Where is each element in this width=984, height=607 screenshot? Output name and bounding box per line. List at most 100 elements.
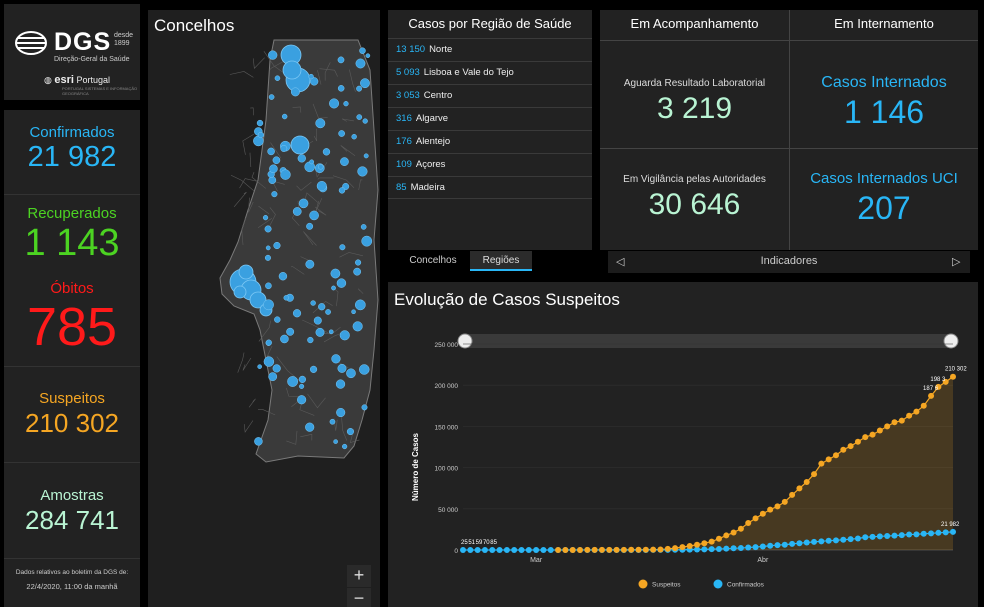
case-bubble [298,375,306,383]
case-bubble [286,327,295,336]
esri-subtitle: PORTUGAL SISTEMAS E INFORMAÇÃO GEOGRÁFIC… [62,86,138,96]
data-label: 187 6 [923,386,939,392]
chevron-right-icon[interactable]: ▷ [952,256,961,268]
case-bubble [238,264,254,280]
stat-confirmados: Confirmados 21 982 [4,124,140,174]
case-bubble [355,58,366,69]
header-acompanhamento: Em Acompanhamento [630,16,759,31]
confirmados-point [906,531,913,538]
y-tick-label: 100 000 [435,466,459,473]
internados-label: Casos Internados [821,74,947,91]
divider [789,10,790,250]
regions-title: Casos por Região de Saúde [408,16,572,31]
confirmados-point [898,532,905,539]
data-label: 25 [461,540,468,546]
suspeitos-point [767,506,774,513]
suspeitos-point [811,471,818,478]
case-bubble [299,383,305,389]
case-bubble [257,364,263,369]
suspeitos-area [558,376,953,550]
region-row[interactable]: 176 Alentejo [388,130,592,153]
aguarda-label: Aguarda Resultado Laboratorial [623,78,766,89]
case-bubble [233,285,247,299]
suspeitos-point [789,491,796,498]
confirmados-point [481,547,488,553]
confirmados-point [540,547,547,553]
portugal-map[interactable] [148,10,380,607]
case-bubble [265,339,272,346]
suspeitos-point [796,485,803,492]
confirmados-point [803,539,810,546]
dgs-wordmark: DGS [54,28,112,56]
case-bubble [353,267,362,276]
confirmados-point [708,546,715,553]
suspeitos-point [825,456,832,463]
x-tick-label: Mar [530,557,543,564]
suspeitos-point [884,423,891,430]
case-bubble [362,118,368,124]
region-row[interactable]: 85 Madeira [388,176,592,199]
stat-label: Amostras [40,487,104,504]
case-bubble [267,147,275,156]
case-bubble [338,187,346,194]
region-row[interactable]: 3 053 Centro [388,84,592,107]
suspeitos-point [847,443,854,450]
aguarda-value: 3 219 [656,92,733,125]
case-bubble [336,407,346,418]
y-tick-label: 150 000 [435,424,459,431]
confirmados-point [789,540,796,547]
zoom-in-button[interactable]: + [347,565,371,587]
confirmados-point [518,547,525,553]
case-bubble [263,356,275,367]
confirmados-point [928,530,935,537]
suspeitos-point [672,545,679,552]
case-bubble [309,159,315,165]
stat-label: Suspeitos [39,390,105,407]
map-title: Concelhos [154,16,235,35]
y-tick-label: 0 [454,548,458,555]
case-bubble [316,181,327,192]
divider [4,194,140,195]
confirmados-point [533,547,540,553]
confirmados-point [891,532,898,539]
suspects-chart[interactable]: 0 50 000 100 000 150 000 200 000 250 000 Númer… [388,282,978,607]
confirmados-point [737,545,744,552]
range-slider-track [463,334,953,348]
tab-concelhos[interactable]: Concelhos [409,255,457,266]
case-bubble [272,364,281,373]
case-bubble [315,118,326,129]
suspeitos-point [759,510,766,517]
region-row[interactable]: 5 093 Lisboa e Vale do Tejo [388,61,592,84]
region-row[interactable]: 109 Açores [388,153,592,176]
range-slider-handle-right [943,333,959,349]
confirmados-point [715,545,722,552]
region-row[interactable]: 316 Algarve [388,107,592,130]
case-bubble [292,309,302,318]
region-row[interactable]: 13 150 Norte [388,38,592,61]
suspeitos-point [928,392,935,399]
confirmados-point [942,529,949,536]
case-bubble [315,327,325,337]
suspeitos-point [606,546,613,553]
confirmados-point [869,533,876,540]
legend-label: Confirmados [727,582,765,589]
confirmados-point [730,545,737,552]
tab-regioes[interactable]: Regiões [470,251,532,271]
case-bubble [264,225,272,233]
map-panel[interactable]: Concelhos ··· + − [148,10,380,607]
chevron-left-icon[interactable]: ◁ [616,256,625,268]
case-bubble [306,222,314,230]
case-bubble [336,278,347,288]
case-bubble [329,98,340,109]
zoom-out-button[interactable]: − [347,588,371,607]
case-bubble [249,291,267,309]
indicators-panel: Em Acompanhamento Em Internamento Aguard… [600,10,978,250]
confirmados-point [759,543,766,550]
case-bubble [262,215,269,221]
map-tabs: Concelhos Regiões [396,251,536,271]
case-bubble [274,316,281,323]
data-label: 70 [483,540,490,546]
confirmados-point [474,547,481,553]
confirmados-point [950,528,956,535]
case-bubble [359,47,366,54]
